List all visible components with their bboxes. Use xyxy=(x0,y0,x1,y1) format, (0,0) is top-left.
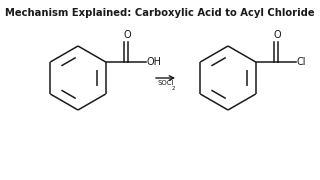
Text: Cl: Cl xyxy=(297,57,306,67)
Text: O: O xyxy=(274,30,282,40)
Text: SOCl: SOCl xyxy=(157,80,174,86)
Text: O: O xyxy=(124,30,132,40)
Text: 2: 2 xyxy=(172,86,175,91)
Text: OH: OH xyxy=(147,57,162,67)
Text: Mechanism Explained: Carboxylic Acid to Acyl Chloride: Mechanism Explained: Carboxylic Acid to … xyxy=(5,8,315,18)
